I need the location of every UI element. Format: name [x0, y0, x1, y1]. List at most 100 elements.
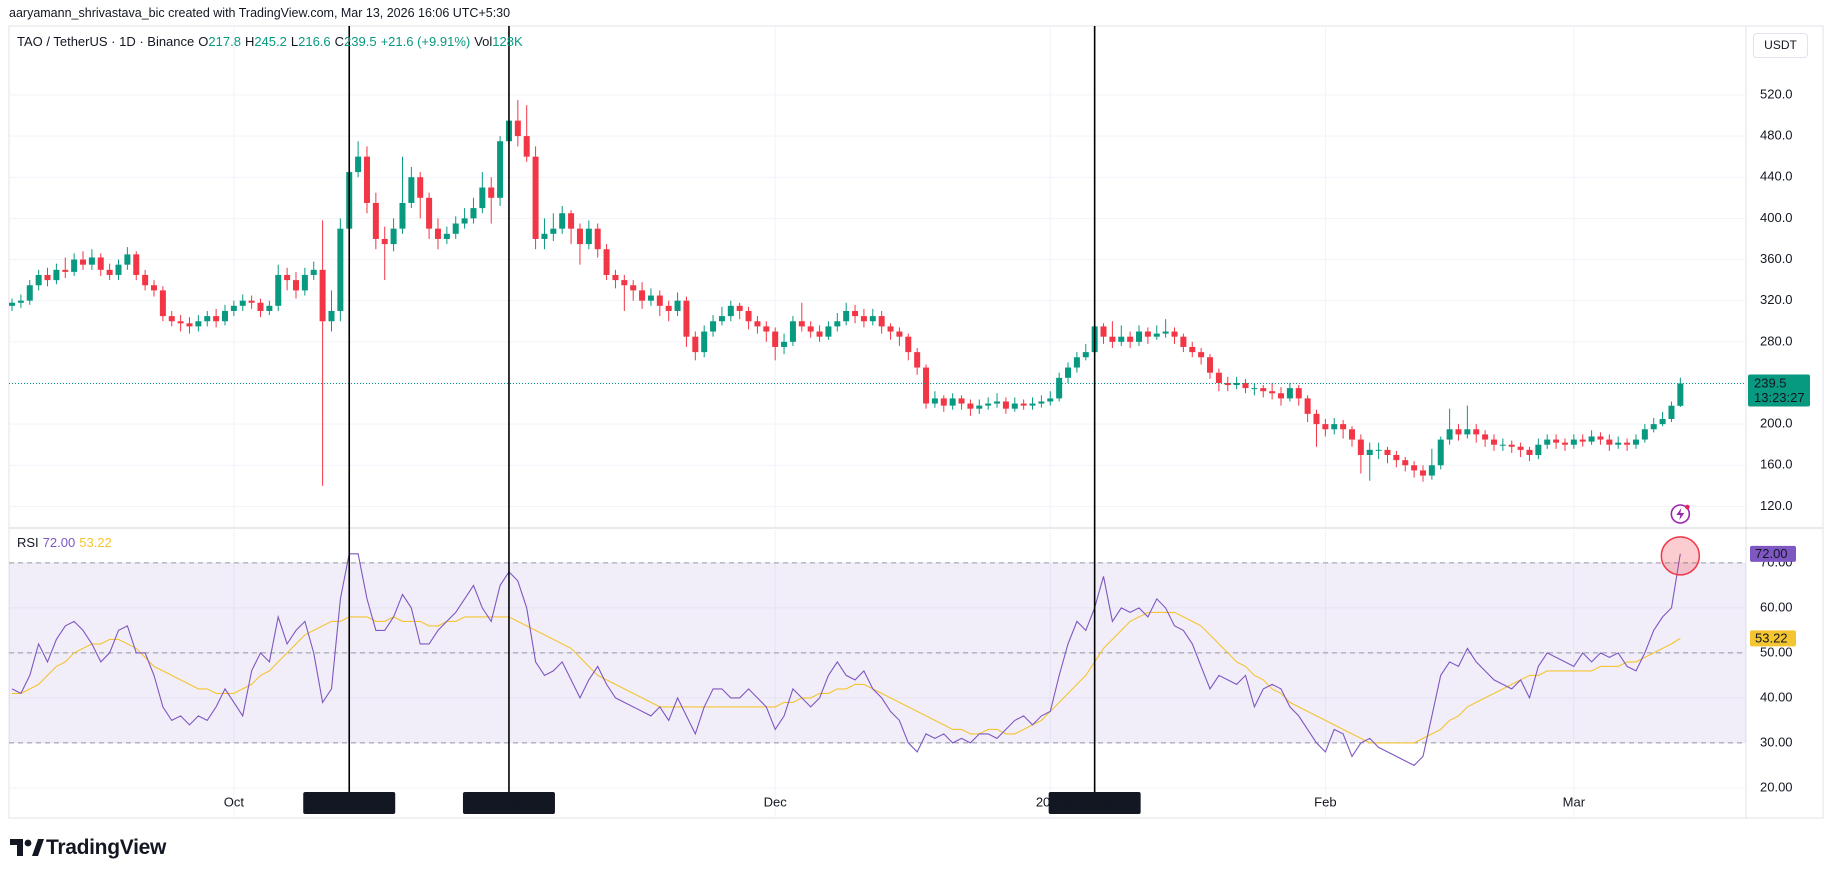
candle-body	[213, 316, 220, 322]
candle-body	[292, 280, 299, 291]
candle-body	[452, 223, 459, 234]
candle-body	[1171, 331, 1178, 337]
candle-body	[1464, 429, 1471, 435]
candle-body	[656, 295, 663, 306]
candle-body	[1553, 439, 1560, 443]
candle-body	[1011, 403, 1018, 409]
y-tick-label: 440.0	[1760, 169, 1793, 184]
highlight-circle	[1660, 536, 1701, 576]
candle-body	[417, 177, 424, 198]
candle-body	[1428, 465, 1435, 476]
candle-body	[1624, 442, 1631, 445]
candle-body	[665, 305, 672, 311]
candle-body	[1224, 382, 1231, 386]
candle-body	[559, 213, 566, 229]
candle-body	[230, 305, 237, 311]
candle-body	[869, 316, 876, 322]
candle-body	[1162, 331, 1169, 334]
candle-body	[1402, 460, 1409, 466]
candle-body	[1198, 352, 1205, 358]
candle-body	[576, 228, 583, 245]
ohlc-value: 239.5	[344, 34, 377, 49]
y-tick-label: 20.00	[1760, 779, 1793, 794]
candle-body	[426, 197, 433, 229]
y-tick-label: 160.0	[1760, 457, 1793, 472]
candle-body	[585, 228, 592, 245]
marker-tag	[462, 792, 555, 814]
candle-body	[727, 305, 734, 317]
candle-body	[985, 403, 992, 406]
candle-body	[9, 302, 16, 306]
candle-body	[239, 300, 246, 306]
marker-tag-label: Tue 14 Oct '25	[307, 795, 391, 810]
candle-body	[1269, 391, 1276, 394]
candle-body	[1535, 444, 1542, 455]
candle-body	[142, 274, 149, 286]
candle-body	[1384, 449, 1391, 455]
marker-tag	[1048, 792, 1141, 814]
candle-body	[1295, 388, 1302, 399]
candle-body	[497, 141, 504, 198]
candle-body	[284, 274, 291, 281]
candle-body	[1002, 401, 1009, 409]
candle-body	[1366, 449, 1373, 455]
candle-body	[763, 326, 770, 332]
candle-body	[949, 398, 956, 406]
candle-body	[248, 300, 255, 303]
ohlc-label: H	[244, 34, 255, 49]
currency-button[interactable]: USDT	[1753, 33, 1808, 58]
candle-body	[683, 300, 690, 337]
candle-body	[1233, 382, 1240, 386]
candle-body	[630, 285, 637, 291]
candle-body	[1579, 439, 1586, 442]
candle-body	[1251, 388, 1258, 390]
candle-body	[905, 336, 912, 353]
y-tick-label: 520.0	[1760, 86, 1793, 101]
x-tick-label: Dec	[764, 794, 788, 809]
candle-body	[1038, 401, 1045, 404]
candle-body	[1446, 429, 1453, 440]
candle-body	[994, 401, 1001, 404]
candle-body	[1029, 403, 1036, 406]
y-tick-label: 30.00	[1760, 734, 1793, 749]
candle-body	[1073, 357, 1080, 368]
candle-body	[310, 269, 317, 275]
candle-body	[337, 228, 344, 311]
candle-body	[1508, 444, 1515, 447]
candle-body	[789, 321, 796, 342]
candle-body	[434, 228, 441, 239]
candle-body	[514, 120, 521, 137]
rsi-readout: 72.00	[42, 535, 76, 550]
candle-body	[461, 218, 468, 224]
price-tag	[1748, 374, 1810, 407]
ohlc-label: O	[198, 34, 209, 49]
candle-body	[674, 300, 681, 311]
candle-body	[355, 156, 362, 173]
candle-body	[390, 228, 397, 245]
candle-body	[1419, 470, 1426, 476]
candle-body	[594, 228, 601, 250]
candle-body	[381, 238, 388, 245]
y-tick-label: 280.0	[1760, 333, 1793, 348]
candle-body	[1659, 418, 1666, 425]
volume-value: 128K	[492, 34, 523, 49]
price-tag-value: 239.5	[1754, 375, 1787, 390]
ohlc-label: C	[334, 34, 345, 49]
rsi-title: RSI	[17, 535, 39, 550]
candle-body	[399, 202, 406, 229]
candle-body	[97, 257, 104, 270]
candle-body	[408, 177, 415, 203]
candle-body	[1313, 413, 1320, 425]
candle-body	[1242, 382, 1249, 389]
candle-body	[550, 228, 557, 234]
y-tick-label: 400.0	[1760, 210, 1793, 225]
candle-body	[736, 305, 743, 311]
candle-body	[133, 254, 140, 275]
candle-body	[1490, 439, 1497, 445]
candle-body	[124, 254, 131, 265]
candle-body	[266, 305, 273, 311]
candle-body	[967, 403, 974, 409]
brand-logo: TradingView	[10, 836, 166, 860]
